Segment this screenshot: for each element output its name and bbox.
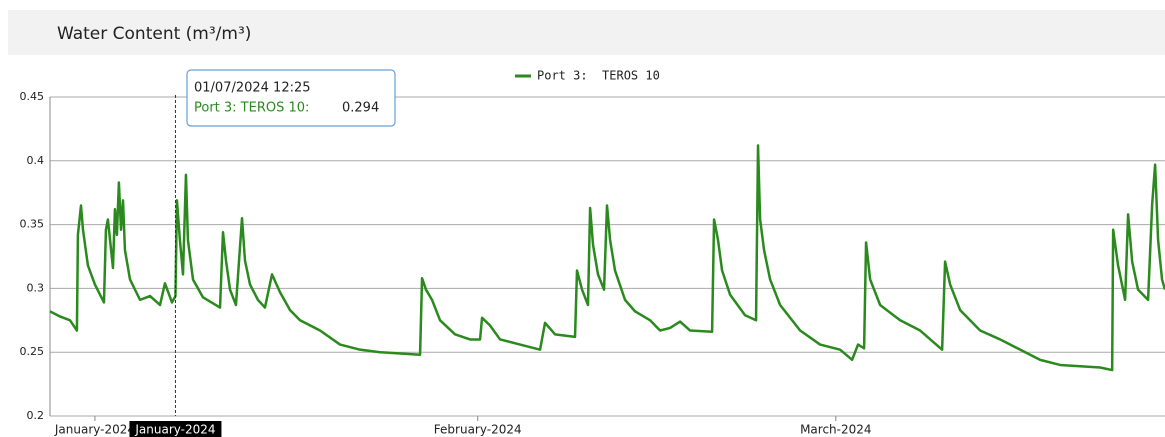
data-line <box>49 144 1165 372</box>
tooltip-series: Port 3: TEROS 10: <box>194 101 309 116</box>
x-tick-label: January-2024 <box>54 423 135 437</box>
y-tick-label: 0.25 <box>20 345 45 358</box>
x-tick-label: February-2024 <box>434 423 522 437</box>
header-bar <box>8 10 1165 55</box>
crosshair-label: January-2024 <box>134 423 215 437</box>
x-tick-label: March-2024 <box>800 423 871 437</box>
tooltip-box <box>186 69 396 127</box>
chart-title: Water Content (m³/m³) <box>57 24 251 44</box>
tooltip-date: 01/07/2024 12:25 <box>194 81 311 96</box>
crosshair-label-bg <box>129 421 222 437</box>
tooltip-value: 0.294 <box>342 101 379 116</box>
y-tick-label: 0.4 <box>27 154 45 167</box>
y-tick-label: 0.45 <box>20 90 45 103</box>
y-tick-label: 0.2 <box>27 409 45 422</box>
y-tick-label: 0.3 <box>27 281 45 294</box>
y-tick-label: 0.35 <box>20 218 45 231</box>
legend-label: Port 3: TEROS 10 <box>537 69 660 83</box>
